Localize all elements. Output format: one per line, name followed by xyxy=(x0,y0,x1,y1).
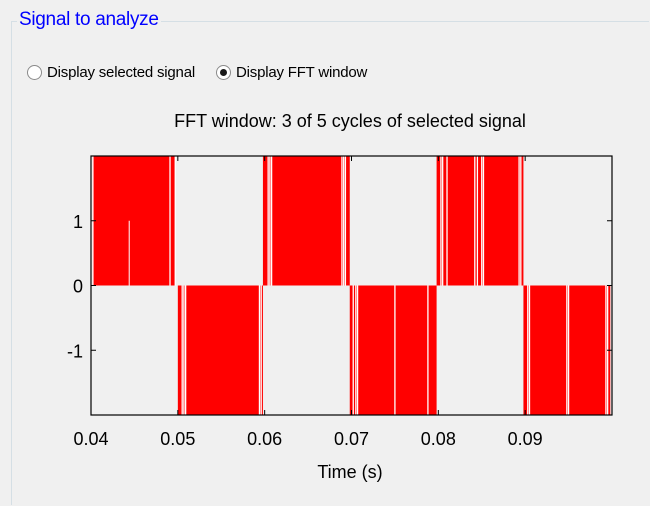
x-axis-label: Time (s) xyxy=(317,462,382,482)
positive-half-cycle-0 xyxy=(91,156,176,286)
positive-half-cycle-1 xyxy=(262,156,350,286)
x-tick-label: 0.09 xyxy=(508,429,543,449)
chart-title: FFT window: 3 of 5 cycles of selected si… xyxy=(174,111,526,131)
x-tick-label: 0.05 xyxy=(160,429,195,449)
x-tick-label: 0.07 xyxy=(334,429,369,449)
radio-label: Display selected signal xyxy=(47,63,195,81)
radio-label: Display FFT window xyxy=(236,63,368,81)
positive-half-cycle-2 xyxy=(436,156,524,286)
plot-area xyxy=(91,156,611,415)
x-tick-label: 0.06 xyxy=(247,429,282,449)
y-tick-label: 1 xyxy=(73,212,83,232)
signal-to-analyze-panel xyxy=(11,21,649,505)
panel-title: Signal to analyze xyxy=(17,7,161,33)
display-selected-signal-radio[interactable]: Display selected signal xyxy=(27,59,195,85)
axis-ticks: 0.04 0.05 0.06 0.07 0.08 0.09 1 0 -1 xyxy=(67,156,612,449)
negative-half-cycle-1 xyxy=(349,285,437,415)
x-tick-label: 0.08 xyxy=(421,429,456,449)
display-fft-window-radio[interactable]: Display FFT window xyxy=(216,59,367,85)
radio-button-icon[interactable] xyxy=(27,64,42,80)
x-tick-label: 0.04 xyxy=(73,429,108,449)
radio-button-checked-icon[interactable] xyxy=(216,64,231,80)
y-tick-label: 0 xyxy=(73,277,83,297)
negative-half-cycle-0 xyxy=(177,285,263,415)
y-tick-label: -1 xyxy=(67,341,83,361)
